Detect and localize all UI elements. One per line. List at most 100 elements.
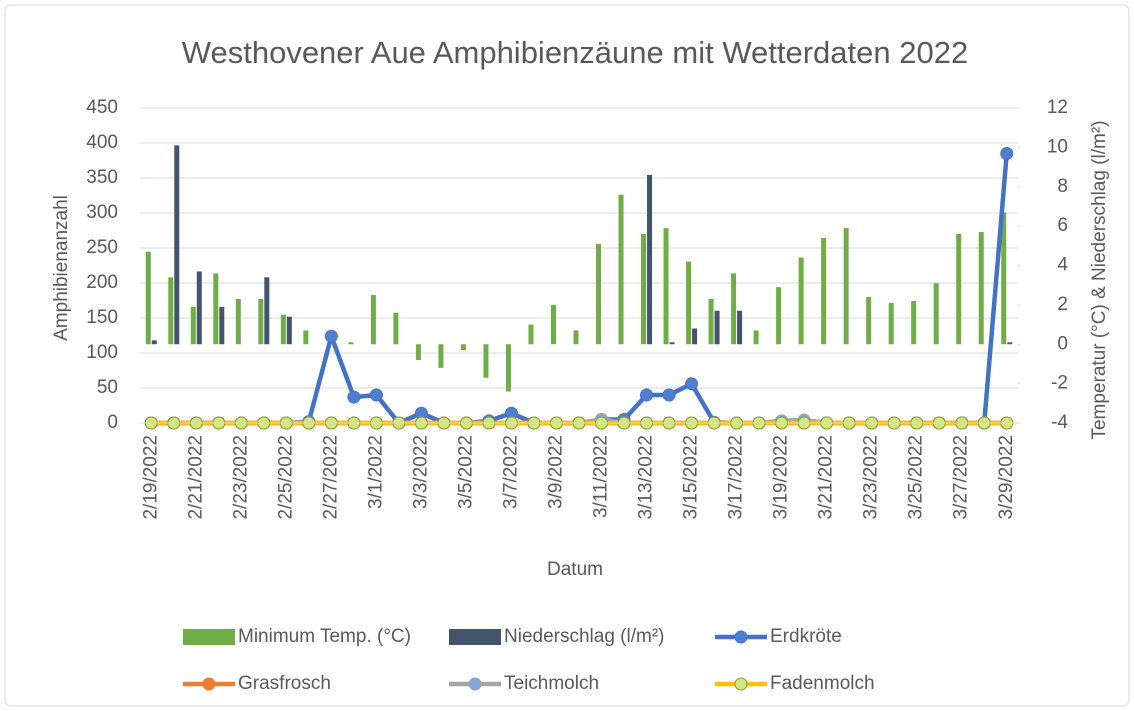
bar [573, 330, 579, 345]
bar [190, 306, 196, 345]
x-tick-label: 3/15/2022 [681, 435, 702, 520]
y-tick-label: 150 [86, 307, 118, 328]
legend-marker [202, 677, 216, 691]
chart-frame [4, 4, 1130, 707]
y2-tick-label: 10 [1047, 136, 1068, 157]
bar [219, 306, 225, 345]
y2-tick-label: 2 [1057, 294, 1068, 315]
bar [641, 234, 647, 345]
legend-marker [468, 677, 482, 691]
bar [776, 287, 782, 345]
bar [280, 314, 286, 345]
bar [888, 302, 894, 345]
x-tick-label: 3/27/2022 [951, 435, 972, 520]
marker [369, 388, 383, 402]
legend-swatch [183, 629, 235, 645]
x-tick-label: 3/25/2022 [906, 435, 927, 520]
x-tick-label: 3/23/2022 [861, 435, 882, 520]
bar [438, 344, 444, 368]
x-axis-title: Datum [547, 559, 603, 580]
bar [737, 310, 743, 345]
y2-tick-label: -2 [1051, 373, 1068, 394]
legend-marker [734, 630, 748, 644]
y-tick-label: 200 [86, 272, 118, 293]
bar [286, 316, 292, 345]
y-tick-label: 50 [97, 377, 118, 398]
bar [686, 261, 692, 345]
y-tick-label: 450 [86, 97, 118, 118]
bar [235, 298, 241, 345]
x-tick-label: 2/25/2022 [275, 435, 296, 520]
y-tick-label: 400 [86, 132, 118, 153]
y-tick-label: 250 [86, 237, 118, 258]
legend-label: Niederschlag (l/m²) [504, 626, 664, 647]
bar [714, 310, 720, 345]
marker [324, 329, 338, 343]
legend-swatch [449, 629, 501, 645]
x-tick-label: 2/27/2022 [320, 435, 341, 520]
bar [145, 251, 151, 345]
y2-tick-label: 12 [1047, 97, 1068, 118]
bar [505, 344, 511, 392]
x-tick-label: 2/19/2022 [140, 435, 161, 520]
y-tick-label: 350 [86, 167, 118, 188]
bar [933, 283, 939, 345]
y-tick-label: 300 [86, 202, 118, 223]
bar [618, 194, 624, 345]
legend-marker [734, 677, 748, 691]
y2-axis-title: Temperatur (°C) & Niederschlag (l/m²) [1089, 120, 1110, 439]
bar [596, 243, 602, 345]
bar [692, 328, 698, 345]
bar [821, 237, 827, 345]
bar [550, 304, 556, 345]
bar [196, 271, 202, 345]
bar [151, 340, 157, 345]
bar [258, 298, 264, 345]
bar [798, 257, 804, 345]
bar [669, 342, 675, 345]
x-tick-label: 3/3/2022 [410, 435, 431, 509]
x-tick-label: 2/21/2022 [185, 435, 206, 520]
marker [662, 388, 676, 402]
bar [393, 312, 399, 345]
legend-label: Fadenmolch [770, 673, 875, 694]
bar [483, 344, 489, 378]
y2-tick-label: -4 [1051, 412, 1068, 433]
bar [303, 330, 309, 345]
legend-label: Teichmolch [504, 673, 599, 694]
x-tick-label: 3/9/2022 [546, 435, 567, 509]
x-tick-label: 3/17/2022 [726, 435, 747, 520]
x-tick-label: 3/13/2022 [636, 435, 657, 520]
x-tick-label: 3/7/2022 [500, 435, 521, 509]
y-tick-label: 0 [107, 412, 118, 433]
x-tick-label: 3/5/2022 [455, 435, 476, 509]
y2-tick-label: 6 [1057, 215, 1068, 236]
bar [843, 228, 849, 345]
bar [348, 342, 354, 345]
bar [528, 324, 534, 345]
bar [174, 145, 180, 345]
legend-label: Erdkröte [770, 626, 842, 647]
x-tick-label: 3/29/2022 [996, 435, 1017, 520]
y2-tick-label: 8 [1057, 176, 1068, 197]
legend-label: Minimum Temp. (°C) [238, 626, 411, 647]
bar [415, 344, 421, 360]
marker [347, 390, 361, 404]
bar [956, 234, 962, 345]
bar [460, 344, 466, 351]
bar [264, 277, 270, 345]
bar [911, 300, 917, 345]
bar [213, 273, 219, 345]
y-tick-label: 100 [86, 342, 118, 363]
chart-title: Westhovener Aue Amphibienzäune mit Wette… [182, 35, 968, 70]
bar [370, 295, 376, 345]
marker [1000, 147, 1014, 160]
bar [708, 298, 714, 345]
bar [978, 232, 984, 345]
legend-label: Grasfrosch [238, 673, 331, 694]
bar [1001, 212, 1007, 345]
marker [640, 388, 654, 402]
y2-tick-label: 4 [1057, 255, 1068, 276]
marker [685, 377, 699, 391]
